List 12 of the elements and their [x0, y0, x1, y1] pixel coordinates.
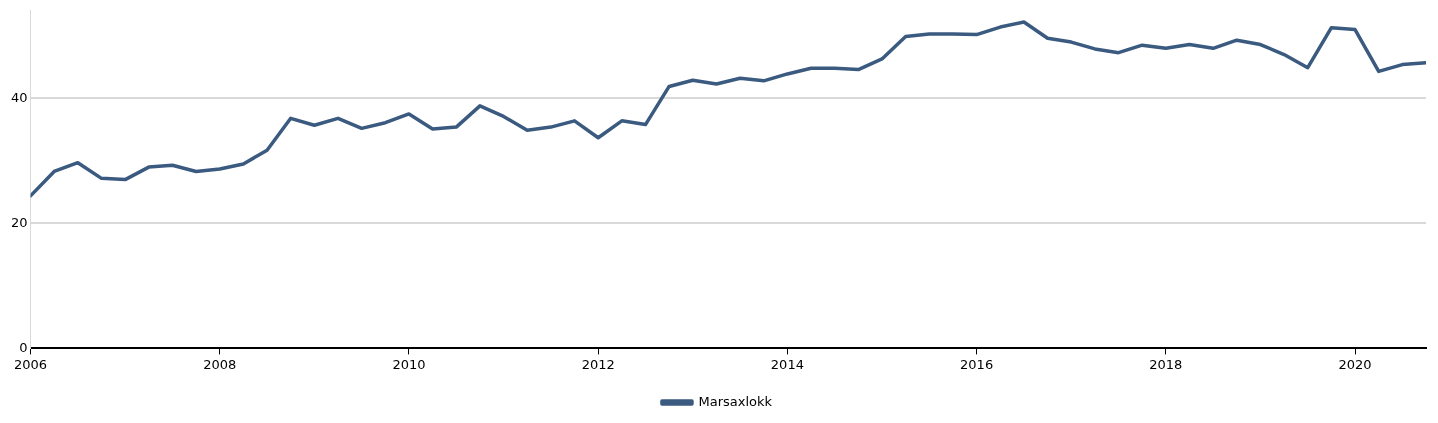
- legend-label: Marsaxlokk: [698, 393, 773, 409]
- x-tick-label: 2018: [1149, 356, 1183, 372]
- x-tick-label: 2016: [960, 356, 994, 372]
- x-tick-label: 2010: [392, 356, 426, 372]
- x-tick-label: 2014: [770, 356, 804, 372]
- y-tick-label: 40: [11, 89, 28, 105]
- x-tick-label: 2006: [14, 356, 48, 372]
- x-tick-label: 2020: [1338, 356, 1372, 372]
- y-tick-label: 0: [19, 339, 28, 355]
- x-tick-label: 2008: [203, 356, 237, 372]
- x-tick-label: 2012: [581, 356, 615, 372]
- y-tick-label: 20: [11, 214, 28, 230]
